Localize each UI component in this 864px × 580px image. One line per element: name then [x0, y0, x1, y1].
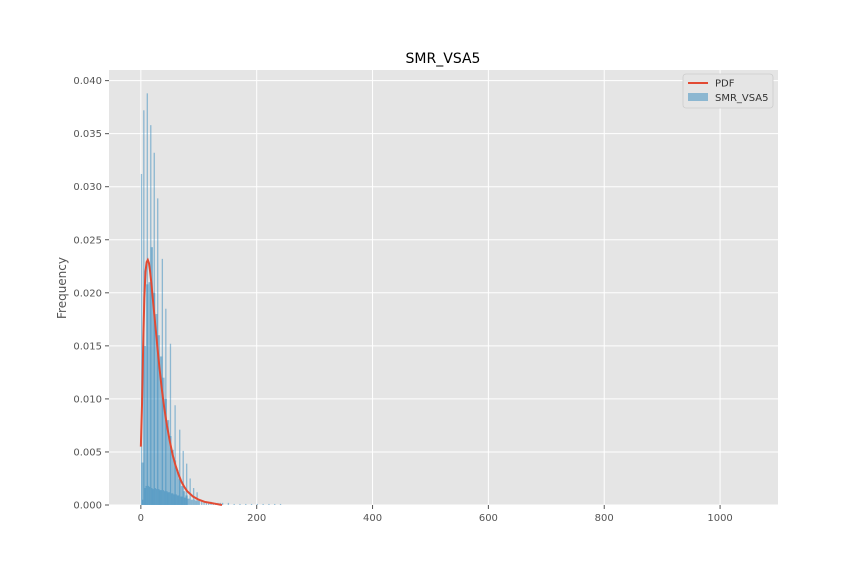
legend: PDF SMR_VSA5: [682, 73, 774, 109]
histogram-bar: [227, 502, 230, 505]
grid: [109, 70, 778, 506]
y-tick-label: 0.025: [73, 235, 102, 246]
histogram-bars-fine: [141, 247, 188, 505]
histogram-bar: [197, 500, 199, 505]
histogram-bar: [169, 436, 172, 505]
histogram-bar: [191, 499, 194, 505]
y-tick-label: 0.005: [73, 447, 102, 458]
plot-area: [109, 70, 778, 505]
legend-hist-label: SMR_VSA5: [715, 93, 769, 104]
histogram-bar: [143, 345, 147, 505]
histogram-bar: [201, 500, 203, 505]
histogram-bar: [171, 449, 174, 505]
histogram-bar: [164, 398, 167, 505]
histogram-bar: [221, 502, 224, 505]
histogram-bar: [195, 500, 197, 505]
histogram-bar: [198, 500, 201, 505]
x-tick-label: 200: [247, 513, 266, 524]
y-tick-label: 0.035: [73, 129, 102, 140]
x-tick-label: 400: [363, 513, 382, 524]
histogram-bar: [146, 284, 149, 505]
histogram-bar: [268, 503, 270, 505]
histogram-bar: [256, 503, 259, 505]
x-tick-label: 1000: [707, 513, 732, 524]
histogram-bar: [203, 501, 205, 505]
x-tick-label: 0: [138, 513, 144, 524]
histogram-bar: [205, 501, 208, 505]
x-tick-label: 600: [479, 513, 498, 524]
histogram-bar: [245, 503, 247, 505]
x-tick-label: 800: [595, 513, 614, 524]
histogram-bar: [186, 463, 188, 505]
histogram-bar: [176, 469, 179, 505]
y-tick-label: 0.015: [73, 341, 102, 352]
histogram-bar: [190, 499, 192, 505]
histogram-bar: [157, 335, 160, 505]
histogram-bar: [233, 503, 235, 505]
histogram-bar: [174, 405, 176, 505]
y-tick-label: 0.040: [73, 76, 102, 87]
y-tick-label: 0.030: [73, 182, 102, 193]
y-tick-label: 0.010: [73, 394, 102, 405]
histogram-bar: [194, 499, 196, 505]
histogram-bar: [179, 429, 181, 505]
histogram-bar: [279, 503, 282, 505]
histogram-bar: [274, 503, 276, 505]
y-axis-ticks: 0.000 0.005 0.010 0.015 0.020 0.025 0.030 0.035…: [73, 76, 109, 512]
histogram-bar: [183, 491, 186, 505]
histogram-bar: [155, 314, 158, 505]
histogram-bar: [166, 420, 170, 505]
legend-pdf-label: PDF: [715, 79, 735, 90]
y-tick-label: 0.000: [73, 501, 102, 512]
histogram-bar: [141, 462, 144, 505]
histogram-bar: [178, 478, 181, 505]
y-tick-label: 0.020: [73, 288, 102, 299]
histogram-bar: [187, 498, 189, 505]
x-axis-ticks: 0 200 400 600 800 1000: [138, 505, 733, 524]
histogram-bar: [140, 173, 143, 505]
histogram-bar: [153, 292, 156, 505]
histogram-bar: [169, 343, 172, 505]
histogram-bar: [180, 485, 184, 505]
histogram-bar: [150, 247, 154, 505]
histogram-bar: [262, 503, 264, 505]
histogram-bar: [188, 498, 190, 505]
histogram-bar: [185, 495, 188, 505]
histogram-bar: [182, 450, 184, 505]
legend-hist-swatch: [688, 93, 708, 101]
histogram-bar: [159, 356, 163, 505]
histogram-bar: [173, 460, 177, 505]
y-axis-label: Frequency: [55, 257, 69, 319]
pdf-line: [139, 257, 223, 506]
histogram-bar: [162, 377, 165, 505]
histogram-bar: [148, 282, 151, 505]
histogram-bar: [189, 478, 191, 505]
histogram-bar: [239, 503, 241, 505]
chart-title: SMR_VSA5: [406, 51, 481, 67]
histogram-bar: [250, 503, 253, 505]
